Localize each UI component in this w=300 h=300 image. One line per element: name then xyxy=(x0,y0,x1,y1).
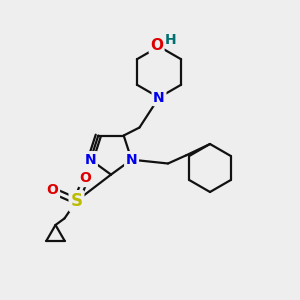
Text: N: N xyxy=(85,153,96,167)
Text: O: O xyxy=(80,172,92,185)
Text: N: N xyxy=(153,91,165,104)
Text: S: S xyxy=(70,192,83,210)
Text: N: N xyxy=(126,153,137,167)
Text: O: O xyxy=(46,184,58,197)
Text: H: H xyxy=(165,33,176,47)
Text: O: O xyxy=(150,38,163,52)
